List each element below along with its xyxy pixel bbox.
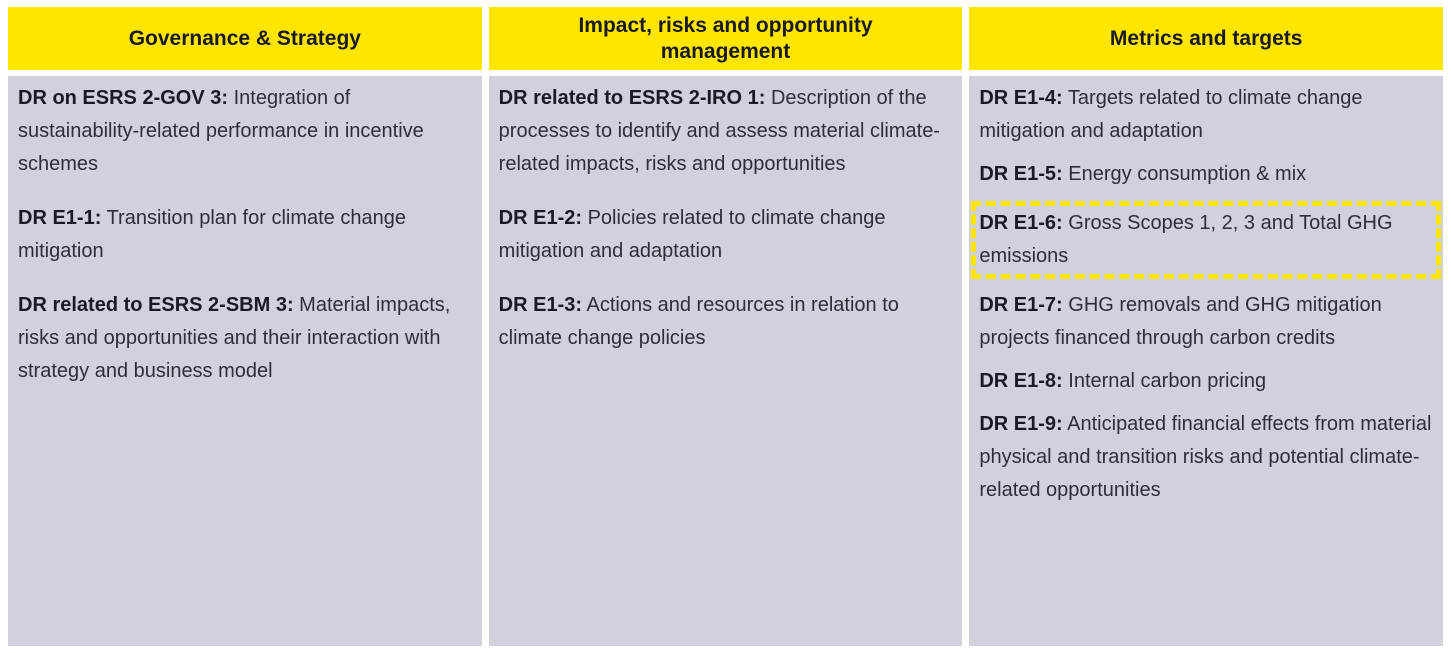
column-header-metrics-targets: Metrics and targets [969, 7, 1444, 70]
disclosure-code: DR related to ESRS 2-SBM 3: [18, 294, 294, 316]
disclosure-description: Actions and resources in relation to cli… [498, 294, 899, 349]
disclosure-code: DR E1-9: [979, 413, 1063, 435]
disclosure-code: DR E1-5: [979, 163, 1063, 185]
disclosure-code: DR on ESRS 2-GOV 3: [18, 87, 229, 109]
column-body-metrics-targets: DR E1-4: Targets related to climate chan… [969, 76, 1444, 646]
disclosure-description: Anticipated financial effects from mater… [979, 413, 1432, 501]
column-metrics-targets: Metrics and targets DR E1-4: Targets rel… [969, 7, 1444, 646]
disclosure-description: Transition plan for climate change mitig… [18, 207, 406, 262]
disclosure-description: Targets related to climate change mitiga… [979, 87, 1363, 142]
disclosure-description: Internal carbon pricing [1068, 370, 1267, 392]
disclosure-description: Gross Scopes 1, 2, 3 and Total GHG emiss… [979, 212, 1393, 267]
disclosure-item-e1-4: DR E1-4: Targets related to climate chan… [979, 82, 1433, 148]
column-governance-strategy: Governance & Strategy DR on ESRS 2-GOV 3… [8, 7, 482, 646]
column-header-impact-risk-opportunity: Impact, risks and opportunity management [488, 7, 963, 70]
disclosure-item-e1-7: DR E1-7: GHG removals and GHG mitigation… [979, 289, 1433, 355]
disclosure-description: GHG removals and GHG mitigation projects… [979, 294, 1382, 349]
disclosure-description: Material impacts, risks and opportunitie… [18, 294, 451, 382]
disclosure-code: DR E1-8: [979, 370, 1063, 392]
column-header-label: Metrics and targets [1109, 26, 1303, 50]
disclosure-item-e1-8: DR E1-8: Internal carbon pricing [979, 365, 1433, 398]
disclosure-item-gov3: DR on ESRS 2-GOV 3: Integration of susta… [18, 82, 472, 181]
disclosure-code: DR E1-6: [979, 212, 1063, 234]
disclosure-item-e1-5: DR E1-5: Energy consumption & mix [979, 158, 1433, 191]
column-body-governance-strategy: DR on ESRS 2-GOV 3: Integration of susta… [8, 76, 482, 646]
column-header-label: Governance & Strategy [128, 26, 361, 50]
disclosure-description: Description of the processes to identify… [498, 87, 940, 175]
column-body-impact-risk-opportunity: DR related to ESRS 2-IRO 1: Description … [488, 76, 963, 646]
disclosure-item-e1-9: DR E1-9: Anticipated financial effects f… [979, 408, 1433, 507]
column-header-label: Impact, risks and opportunity management [578, 13, 873, 63]
disclosure-code: DR E1-3: [498, 294, 583, 316]
disclosure-code: DR related to ESRS 2-IRO 1: [498, 87, 766, 109]
disclosure-item-sbm3: DR related to ESRS 2-SBM 3: Material imp… [18, 289, 472, 388]
column-header-governance-strategy: Governance & Strategy [8, 7, 482, 70]
disclosure-item-iro1: DR related to ESRS 2-IRO 1: Description … [499, 82, 953, 181]
column-impact-risk-opportunity: Impact, risks and opportunity management… [488, 7, 963, 646]
disclosure-code: DR E1-2: [498, 207, 583, 229]
disclosure-item-e1-1: DR E1-1: Transition plan for climate cha… [18, 202, 472, 268]
disclosure-code: DR E1-7: [979, 294, 1063, 316]
disclosure-item-e1-2: DR E1-2: Policies related to climate cha… [499, 202, 953, 268]
disclosure-code: DR E1-4: [979, 87, 1063, 109]
disclosure-description: Integration of sustainability-related pe… [18, 87, 424, 175]
disclosure-description: Policies related to climate change mitig… [498, 207, 886, 262]
disclosure-description: Energy consumption & mix [1068, 163, 1307, 185]
disclosure-item-e1-3: DR E1-3: Actions and resources in relati… [499, 289, 953, 355]
disclosure-item-e1-6-highlighted: DR E1-6: Gross Scopes 1, 2, 3 and Total … [971, 201, 1442, 279]
disclosure-code: DR E1-1: [18, 207, 102, 229]
